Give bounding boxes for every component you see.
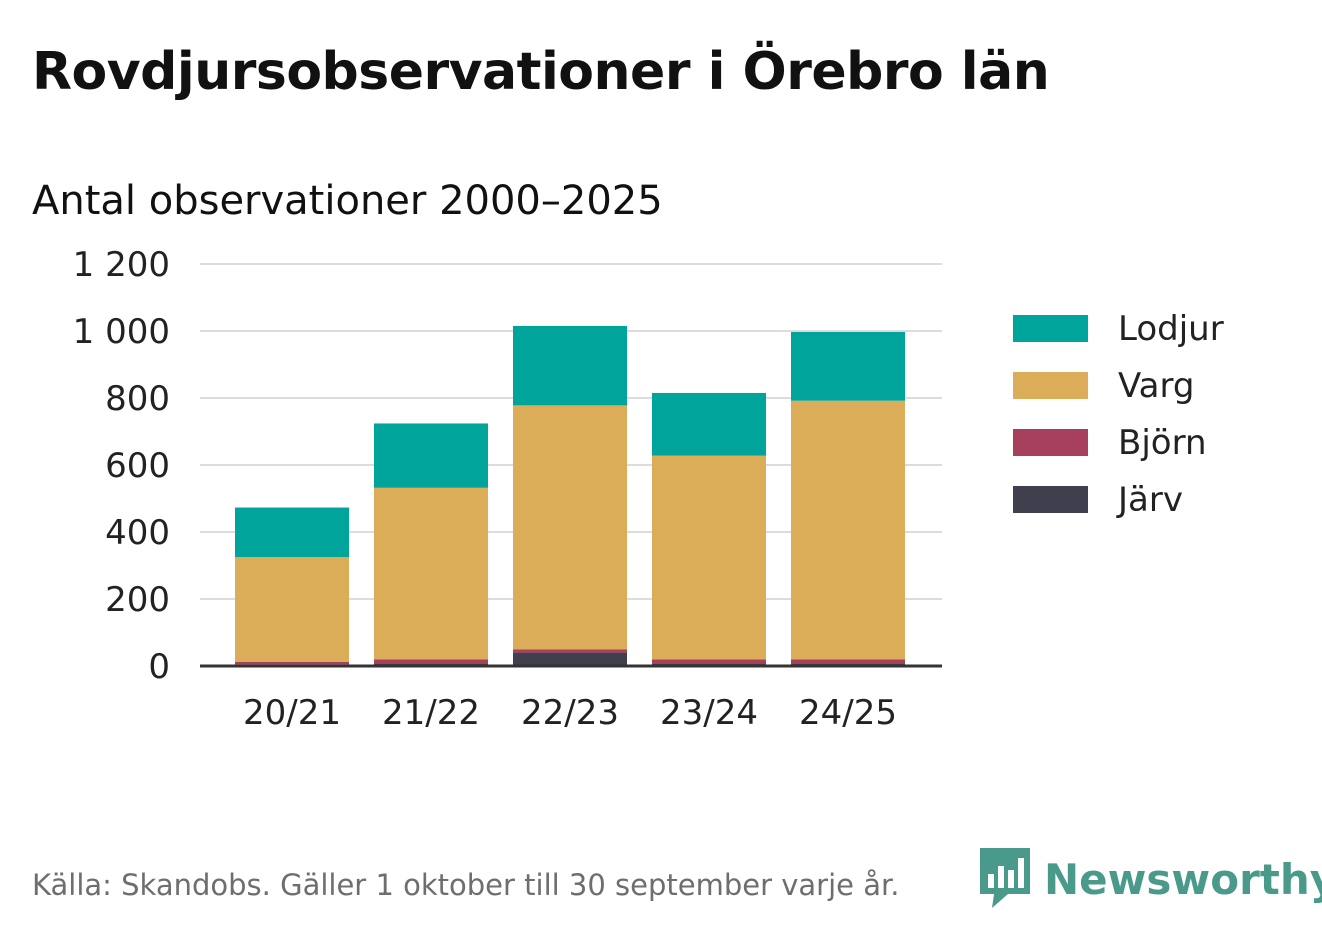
legend-item: Björn: [1013, 414, 1224, 471]
legend-swatch: [1013, 372, 1088, 399]
legend-label: Järv: [1118, 479, 1183, 520]
legend-label: Björn: [1118, 422, 1207, 463]
bar-segment-björn: [235, 661, 349, 665]
legend-label: Varg: [1118, 365, 1195, 406]
y-tick-label: 1 000: [73, 312, 170, 352]
legend-swatch: [1013, 486, 1088, 513]
bar-segment-björn: [652, 659, 766, 664]
legend-item: Varg: [1013, 357, 1224, 414]
chart-subtitle: Antal observationer 2000–2025: [32, 178, 663, 224]
chart-speech-bubble-icon: [980, 848, 1030, 908]
bar-segment-lodjur: [652, 392, 766, 456]
bar-segment-björn: [513, 649, 627, 653]
y-tick-label: 200: [105, 580, 170, 620]
brand-name: Newsworthy: [1044, 854, 1322, 904]
x-tick-label: 22/23: [521, 693, 619, 733]
bar-segment-varg: [374, 487, 488, 660]
source-note: Källa: Skandobs. Gäller 1 oktober till 3…: [32, 868, 900, 902]
y-tick-label: 600: [105, 446, 170, 486]
bar-segment-varg: [235, 557, 349, 662]
legend-item: Lodjur: [1013, 300, 1224, 357]
bar-segment-lodjur: [235, 507, 349, 558]
chart-title: Rovdjursobservationer i Örebro län: [32, 42, 1050, 102]
bar-segment-järv: [513, 652, 627, 666]
legend: Lodjur Varg Björn Järv: [1013, 300, 1224, 528]
bar-segment-lodjur: [791, 332, 905, 401]
legend-swatch: [1013, 429, 1088, 456]
bar-segment-björn: [791, 659, 905, 664]
x-tick-label: 23/24: [660, 693, 758, 733]
bar-segment-varg: [652, 455, 766, 660]
y-tick-label: 0: [148, 647, 170, 687]
legend-swatch: [1013, 315, 1088, 342]
bar-segment-lodjur: [374, 423, 488, 488]
legend-label: Lodjur: [1118, 308, 1224, 349]
y-tick-label: 400: [105, 513, 170, 553]
x-tick-label: 24/25: [799, 693, 897, 733]
y-tick-label: 800: [105, 379, 170, 419]
x-tick-label: 20/21: [243, 693, 341, 733]
bar-segment-varg: [791, 400, 905, 660]
bar-segment-lodjur: [513, 325, 627, 406]
bar-segment-björn: [374, 659, 488, 664]
y-tick-label: 1 200: [73, 245, 170, 285]
bar-segment-varg: [513, 405, 627, 650]
brand-logo: Newsworthy: [980, 848, 1322, 910]
x-tick-label: 21/22: [382, 693, 480, 733]
legend-item: Järv: [1013, 471, 1224, 528]
